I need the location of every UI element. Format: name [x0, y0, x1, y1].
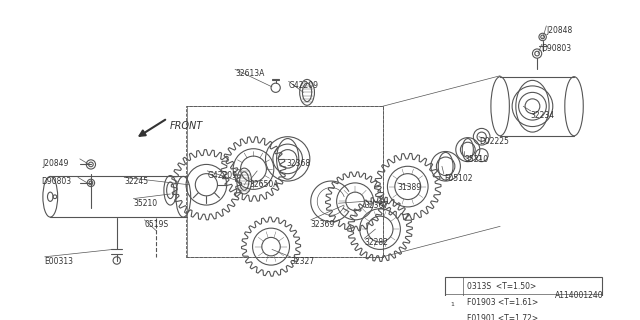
- Text: 32234: 32234: [531, 111, 555, 120]
- Text: F05102: F05102: [444, 174, 472, 183]
- Text: 32368: 32368: [287, 159, 311, 168]
- Bar: [186, 106, 383, 257]
- Text: J20849: J20849: [43, 159, 69, 168]
- Text: D02225: D02225: [479, 137, 509, 146]
- Text: 31389: 31389: [397, 183, 422, 192]
- Text: J20848: J20848: [547, 26, 573, 35]
- Text: 0519S: 0519S: [145, 220, 168, 229]
- Text: E00313: E00313: [45, 257, 74, 266]
- Text: 32327: 32327: [291, 257, 315, 266]
- Text: A114001240: A114001240: [555, 291, 604, 300]
- Text: 32369: 32369: [311, 220, 335, 229]
- Text: G42209: G42209: [289, 81, 319, 90]
- Text: F01903 <T=1.61>: F01903 <T=1.61>: [467, 298, 538, 308]
- Text: F01901 <T=1.72>: F01901 <T=1.72>: [467, 314, 538, 320]
- Text: 1: 1: [450, 302, 454, 307]
- Text: 35210: 35210: [133, 199, 157, 208]
- Text: 32613A: 32613A: [235, 69, 264, 78]
- Text: 32282: 32282: [364, 238, 388, 247]
- Text: 35210: 35210: [464, 155, 488, 164]
- Text: D90803: D90803: [41, 177, 71, 186]
- Text: D90803: D90803: [541, 44, 572, 53]
- Text: 0313S  <T=1.50>: 0313S <T=1.50>: [467, 282, 536, 291]
- Text: 32367: 32367: [364, 201, 388, 210]
- Text: 1: 1: [477, 155, 482, 161]
- Text: 32650A: 32650A: [250, 180, 279, 189]
- Bar: [445, 277, 602, 320]
- Text: FRONT: FRONT: [170, 121, 203, 131]
- Text: G42209: G42209: [207, 171, 237, 180]
- Text: 32245: 32245: [124, 177, 148, 186]
